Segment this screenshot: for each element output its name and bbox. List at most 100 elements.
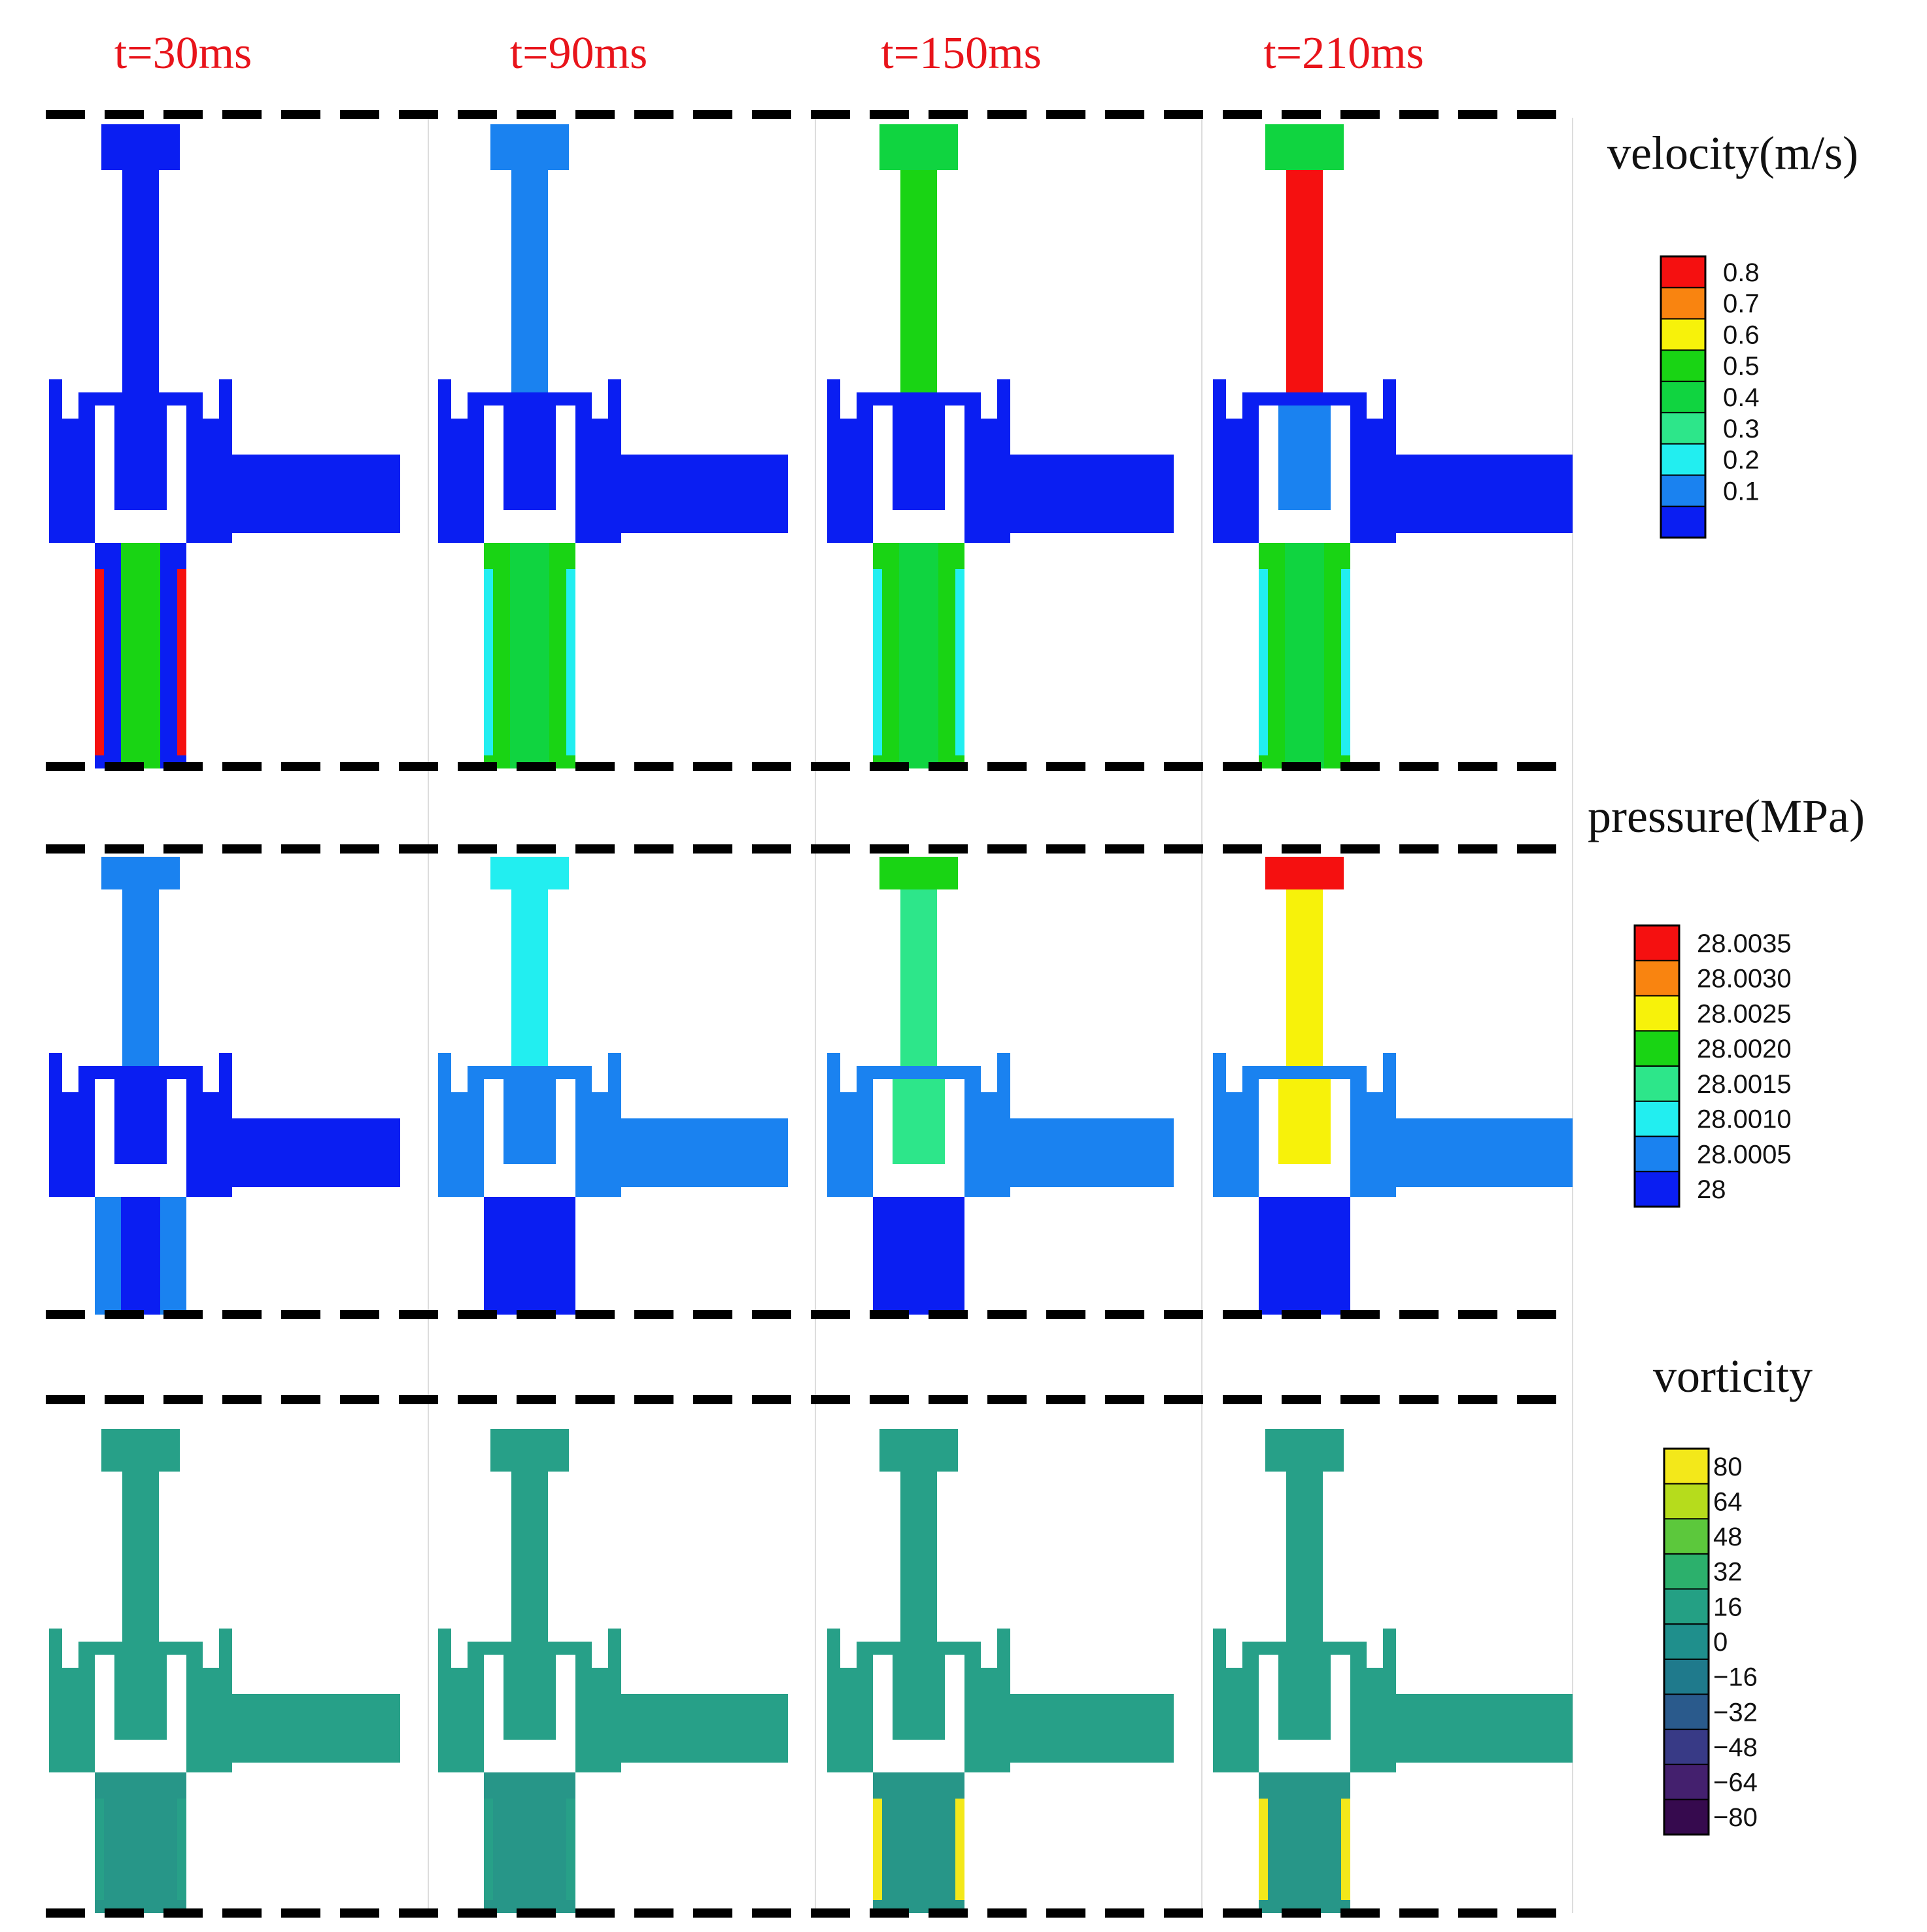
velocity-frame-3	[827, 124, 1174, 768]
inlet-head	[879, 124, 958, 170]
inlet-head	[101, 1429, 180, 1472]
spool-core	[503, 405, 556, 510]
wall-layer-left	[1259, 1799, 1268, 1900]
inlet-neck	[900, 170, 937, 392]
spool-core	[1278, 1655, 1331, 1740]
vorticity-frame-1	[49, 1429, 400, 1913]
inlet-head	[490, 857, 569, 889]
lower-core	[121, 1197, 160, 1315]
velocity-row	[49, 124, 1573, 768]
colorbar-swatch-8	[1661, 475, 1705, 507]
pressure-row	[49, 857, 1573, 1315]
colorbar-tick-label: 0.8	[1723, 258, 1760, 287]
wall-layer-right	[566, 1799, 575, 1900]
pressure-frame-4	[1213, 857, 1573, 1315]
time-label-30ms: t=30ms	[114, 28, 252, 78]
vorticity-frame-4	[1213, 1429, 1573, 1913]
lower-core	[1285, 1197, 1324, 1315]
colorbar-tick-label: 0.2	[1723, 446, 1760, 475]
inlet-neck	[511, 889, 548, 1066]
colorbar-swatch-2	[1635, 960, 1679, 996]
colorbar-tick-label: 28.0010	[1697, 1105, 1792, 1134]
colorbar-tick-label: 28	[1697, 1175, 1726, 1204]
lower-channel	[484, 1772, 575, 1913]
inlet-neck	[122, 1472, 159, 1642]
inlet-head	[1265, 1429, 1344, 1472]
inlet-neck	[511, 170, 548, 392]
colorbar-tick-label: 0	[1713, 1628, 1728, 1657]
inlet-head	[101, 124, 180, 170]
colorbar-tick-label: 0.6	[1723, 320, 1760, 349]
outlet-channel	[232, 1118, 400, 1187]
colorbar-tick-label: 28.0025	[1697, 999, 1792, 1028]
outlet-channel	[621, 1118, 788, 1187]
lower-core	[121, 543, 160, 768]
colorbar-swatch-8	[1635, 1171, 1679, 1207]
colorbar-swatch-7	[1635, 1136, 1679, 1172]
colorbar-swatch-2	[1664, 1483, 1709, 1519]
time-label-150ms: t=150ms	[881, 28, 1042, 78]
time-labels: t=30ms t=90ms t=150ms t=210ms	[114, 28, 1424, 78]
colorbar-swatch-5	[1664, 1589, 1709, 1625]
wall-layer-left	[95, 1799, 104, 1900]
colorbar-swatch-2	[1661, 287, 1705, 320]
pressure-title: pressure(MPa)	[1588, 790, 1865, 842]
outlet-channel	[621, 1694, 788, 1763]
vorticity-frame-2	[438, 1429, 788, 1913]
inlet-neck	[900, 889, 937, 1066]
velocity-frame-4	[1213, 124, 1573, 768]
colorbar-tick-label: 28.0020	[1697, 1035, 1792, 1063]
inlet-neck	[122, 889, 159, 1066]
wall-layer-right	[177, 1799, 186, 1900]
colorbar-tick-label: 28.0035	[1697, 929, 1792, 958]
inlet-neck	[1286, 889, 1323, 1066]
inlet-head	[490, 1429, 569, 1472]
colorbars: 0.80.70.60.50.40.30.20.128.003528.003028…	[1633, 255, 1792, 1836]
velocity-frame-1	[49, 124, 400, 768]
wall-layer-left	[873, 569, 882, 755]
wall-layer-right	[955, 569, 964, 755]
wall-layer-left	[95, 569, 104, 755]
dashed-boundaries	[46, 110, 1573, 1918]
wall-layer-left	[484, 569, 493, 755]
colorbar-tick-label: 28.0015	[1697, 1070, 1792, 1099]
time-label-90ms: t=90ms	[510, 28, 648, 78]
colorbar-tick-label: 64	[1713, 1487, 1743, 1516]
lower-core	[510, 543, 549, 768]
colorbar-swatch-6	[1635, 1101, 1679, 1137]
colorbar-swatch-6	[1664, 1624, 1709, 1660]
inlet-head	[1265, 857, 1344, 889]
lower-channel	[1259, 1772, 1350, 1913]
colorbar-swatch-7	[1661, 443, 1705, 475]
inlet-neck	[122, 170, 159, 392]
inlet-head	[101, 857, 180, 889]
lower-channel	[95, 1772, 186, 1913]
spool-core	[114, 1655, 167, 1740]
inlet-head	[1265, 124, 1344, 170]
wall-layer-left	[873, 1799, 882, 1900]
inlet-head	[490, 124, 569, 170]
colorbar-tick-label: 0.5	[1723, 352, 1760, 381]
colorbar-swatch-9	[1661, 506, 1705, 538]
outlet-channel	[1396, 1118, 1573, 1187]
colorbar-swatch-1	[1661, 256, 1705, 288]
wall-layer-right	[177, 569, 186, 755]
outlet-channel	[232, 1694, 400, 1763]
wall-layer-right	[1341, 1799, 1350, 1900]
colorbar-tick-label: 28.0005	[1697, 1140, 1792, 1169]
colorbar-tick-label: −16	[1713, 1663, 1758, 1692]
wall-layer-right	[566, 569, 575, 755]
inlet-head	[879, 1429, 958, 1472]
colorbar-swatch-7	[1664, 1659, 1709, 1695]
vorticity-colorbar: 80 64 48 32 16 0 −16 −32 −48 −64 −80	[1663, 1447, 1758, 1836]
spool-core	[1278, 1079, 1331, 1164]
outlet-channel	[1396, 1694, 1573, 1763]
spool-core	[503, 1079, 556, 1164]
outlet-channel	[232, 455, 400, 533]
time-label-210ms: t=210ms	[1263, 28, 1424, 78]
colorbar-tick-label: 0.1	[1723, 477, 1760, 506]
vorticity-frame-3	[827, 1429, 1174, 1913]
colorbar-tick-label: 80	[1713, 1453, 1743, 1481]
